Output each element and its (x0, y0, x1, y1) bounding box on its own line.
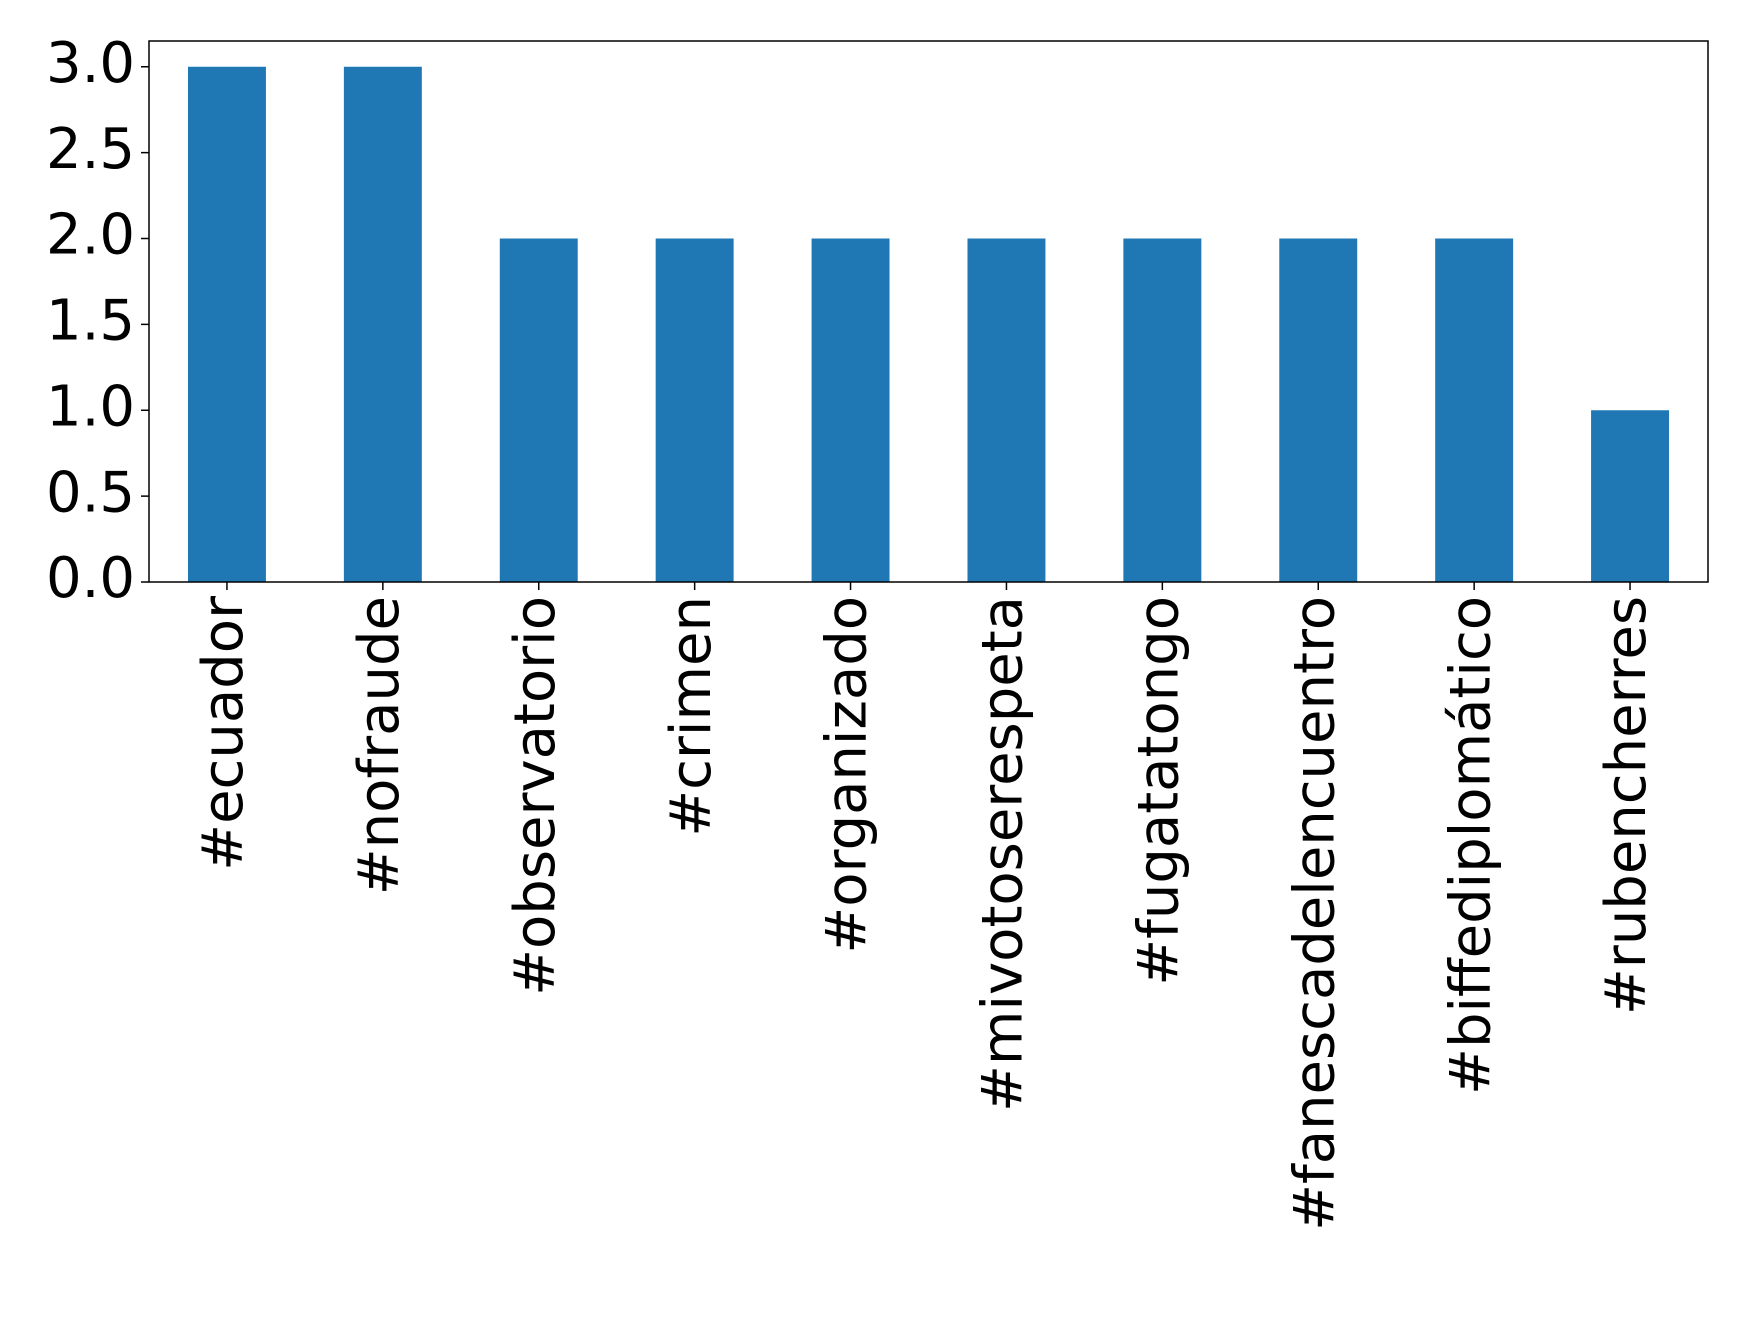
plot-frame (148, 40, 1709, 583)
x-tick-label: #fanescadelencuentro (1282, 596, 1347, 1231)
x-tick-label: #crimen (659, 596, 724, 837)
x-tick-label: #mivotoserespeta (971, 596, 1036, 1112)
x-tick-label: #observatorio (503, 596, 568, 996)
x-tick-label: #nofraude (347, 596, 412, 895)
y-tick-label: 1.5 (46, 289, 135, 354)
y-tick-label: 2.0 (46, 203, 135, 268)
bar (1591, 410, 1670, 582)
x-tick-label: #rubencherres (1594, 596, 1659, 1015)
y-tick-label: 0.5 (46, 460, 135, 525)
y-tick-label: 3.0 (46, 31, 135, 96)
bar (967, 238, 1046, 582)
y-tick-label: 0.0 (46, 546, 135, 611)
x-tick-label: #organizado (815, 596, 880, 954)
x-tick-label: #biffediplomático (1438, 596, 1503, 1095)
bar (811, 238, 890, 582)
x-tick-label: #fugatatongo (1126, 596, 1191, 986)
y-tick-label: 1.0 (46, 374, 135, 439)
y-tick-label: 2.5 (46, 117, 135, 182)
bar (1435, 238, 1514, 582)
bar (655, 238, 734, 582)
bar (499, 238, 578, 582)
bar (343, 66, 422, 582)
x-tick-label: #ecuador (191, 595, 256, 871)
bar (1279, 238, 1358, 582)
bar (187, 66, 266, 582)
bar (1123, 238, 1202, 582)
